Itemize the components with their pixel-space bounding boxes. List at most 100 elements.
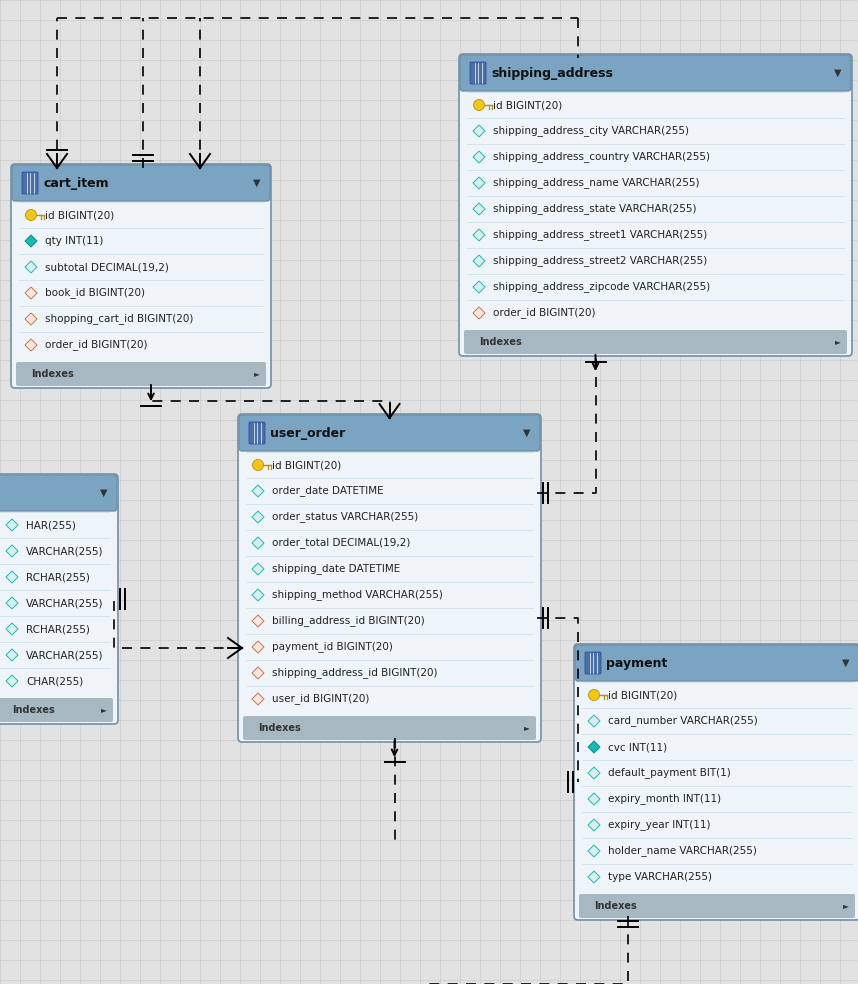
Polygon shape: [473, 281, 485, 293]
FancyBboxPatch shape: [470, 62, 486, 84]
Text: shipping_address_country VARCHAR(255): shipping_address_country VARCHAR(255): [493, 152, 710, 162]
Polygon shape: [473, 255, 485, 267]
Text: user_order: user_order: [270, 426, 345, 440]
FancyBboxPatch shape: [585, 652, 601, 674]
Text: VARCHAR(255): VARCHAR(255): [26, 650, 104, 660]
FancyBboxPatch shape: [0, 475, 117, 511]
Polygon shape: [473, 203, 485, 215]
Text: HAR(255): HAR(255): [26, 520, 76, 530]
Text: shipping_method VARCHAR(255): shipping_method VARCHAR(255): [272, 589, 443, 600]
Polygon shape: [6, 649, 18, 661]
FancyBboxPatch shape: [16, 362, 266, 386]
Text: ▼: ▼: [843, 658, 849, 668]
Text: book_id BIGINT(20): book_id BIGINT(20): [45, 287, 145, 298]
Text: VARCHAR(255): VARCHAR(255): [26, 598, 104, 608]
Text: ►: ►: [835, 338, 841, 346]
Text: Indexes: Indexes: [258, 723, 301, 733]
Text: ►: ►: [254, 370, 260, 379]
Text: ▼: ▼: [834, 68, 842, 78]
Text: order_id BIGINT(20): order_id BIGINT(20): [45, 339, 148, 350]
Text: Indexes: Indexes: [31, 369, 74, 379]
FancyBboxPatch shape: [11, 164, 271, 388]
Polygon shape: [6, 545, 18, 557]
Polygon shape: [252, 667, 264, 679]
Text: ►: ►: [843, 901, 849, 910]
Polygon shape: [25, 287, 37, 299]
Text: ►: ►: [101, 706, 107, 714]
Polygon shape: [252, 589, 264, 601]
FancyBboxPatch shape: [464, 330, 847, 354]
Text: CHAR(255): CHAR(255): [26, 676, 83, 686]
Text: shipping_address_city VARCHAR(255): shipping_address_city VARCHAR(255): [493, 126, 689, 137]
Text: Indexes: Indexes: [12, 705, 55, 715]
FancyBboxPatch shape: [0, 698, 113, 722]
FancyBboxPatch shape: [579, 894, 855, 918]
Polygon shape: [252, 563, 264, 575]
Text: user_id BIGINT(20): user_id BIGINT(20): [272, 694, 370, 705]
Text: default_payment BIT(1): default_payment BIT(1): [608, 768, 731, 778]
Text: qty INT(11): qty INT(11): [45, 236, 103, 246]
Polygon shape: [588, 845, 600, 857]
Polygon shape: [473, 125, 485, 137]
Polygon shape: [588, 871, 600, 883]
Text: order_date DATETIME: order_date DATETIME: [272, 485, 384, 497]
FancyBboxPatch shape: [460, 55, 851, 91]
Text: billing_address_id BIGINT(20): billing_address_id BIGINT(20): [272, 616, 425, 627]
Text: shipping_address_state VARCHAR(255): shipping_address_state VARCHAR(255): [493, 204, 697, 215]
Circle shape: [252, 460, 263, 470]
Polygon shape: [252, 641, 264, 653]
Text: order_status VARCHAR(255): order_status VARCHAR(255): [272, 512, 418, 523]
Text: shipping_date DATETIME: shipping_date DATETIME: [272, 564, 400, 575]
Polygon shape: [473, 151, 485, 163]
Text: shopping_cart_id BIGINT(20): shopping_cart_id BIGINT(20): [45, 314, 193, 325]
Text: id BIGINT(20): id BIGINT(20): [45, 210, 114, 220]
Text: cvc INT(11): cvc INT(11): [608, 742, 668, 752]
Polygon shape: [473, 229, 485, 241]
Polygon shape: [6, 519, 18, 531]
Polygon shape: [25, 339, 37, 351]
Text: Indexes: Indexes: [479, 337, 522, 347]
Text: holder_name VARCHAR(255): holder_name VARCHAR(255): [608, 845, 757, 856]
Text: shipping_address_name VARCHAR(255): shipping_address_name VARCHAR(255): [493, 177, 699, 189]
FancyBboxPatch shape: [249, 422, 265, 444]
Circle shape: [589, 690, 600, 701]
Text: payment_id BIGINT(20): payment_id BIGINT(20): [272, 642, 393, 652]
FancyBboxPatch shape: [243, 716, 536, 740]
Text: RCHAR(255): RCHAR(255): [26, 624, 90, 634]
Text: VARCHAR(255): VARCHAR(255): [26, 546, 104, 556]
Polygon shape: [473, 177, 485, 189]
Polygon shape: [473, 307, 485, 319]
Polygon shape: [252, 485, 264, 497]
FancyBboxPatch shape: [22, 172, 38, 194]
FancyBboxPatch shape: [0, 474, 118, 724]
Text: cart_item: cart_item: [43, 176, 109, 190]
Text: subtotal DECIMAL(19,2): subtotal DECIMAL(19,2): [45, 262, 169, 272]
Polygon shape: [6, 675, 18, 687]
Text: ▼: ▼: [253, 178, 261, 188]
Text: Indexes: Indexes: [594, 901, 637, 911]
Text: expiry_year INT(11): expiry_year INT(11): [608, 820, 710, 830]
Text: payment: payment: [606, 656, 668, 669]
Polygon shape: [252, 511, 264, 523]
FancyBboxPatch shape: [575, 645, 858, 681]
Polygon shape: [588, 741, 600, 753]
Polygon shape: [588, 715, 600, 727]
Polygon shape: [252, 693, 264, 705]
FancyBboxPatch shape: [12, 165, 270, 201]
Text: ▼: ▼: [100, 488, 108, 498]
Polygon shape: [6, 623, 18, 635]
Text: shipping_address_street1 VARCHAR(255): shipping_address_street1 VARCHAR(255): [493, 229, 707, 240]
FancyBboxPatch shape: [238, 414, 541, 742]
Text: id BIGINT(20): id BIGINT(20): [608, 690, 677, 700]
Text: order_id BIGINT(20): order_id BIGINT(20): [493, 308, 595, 319]
Text: expiry_month INT(11): expiry_month INT(11): [608, 793, 721, 805]
Polygon shape: [25, 235, 37, 247]
Text: shipping_address: shipping_address: [491, 67, 613, 80]
Polygon shape: [25, 313, 37, 325]
Polygon shape: [588, 819, 600, 831]
Text: card_number VARCHAR(255): card_number VARCHAR(255): [608, 715, 758, 726]
Text: id BIGINT(20): id BIGINT(20): [493, 100, 562, 110]
Text: type VARCHAR(255): type VARCHAR(255): [608, 872, 712, 882]
Text: ►: ►: [524, 723, 530, 732]
FancyBboxPatch shape: [459, 54, 852, 356]
